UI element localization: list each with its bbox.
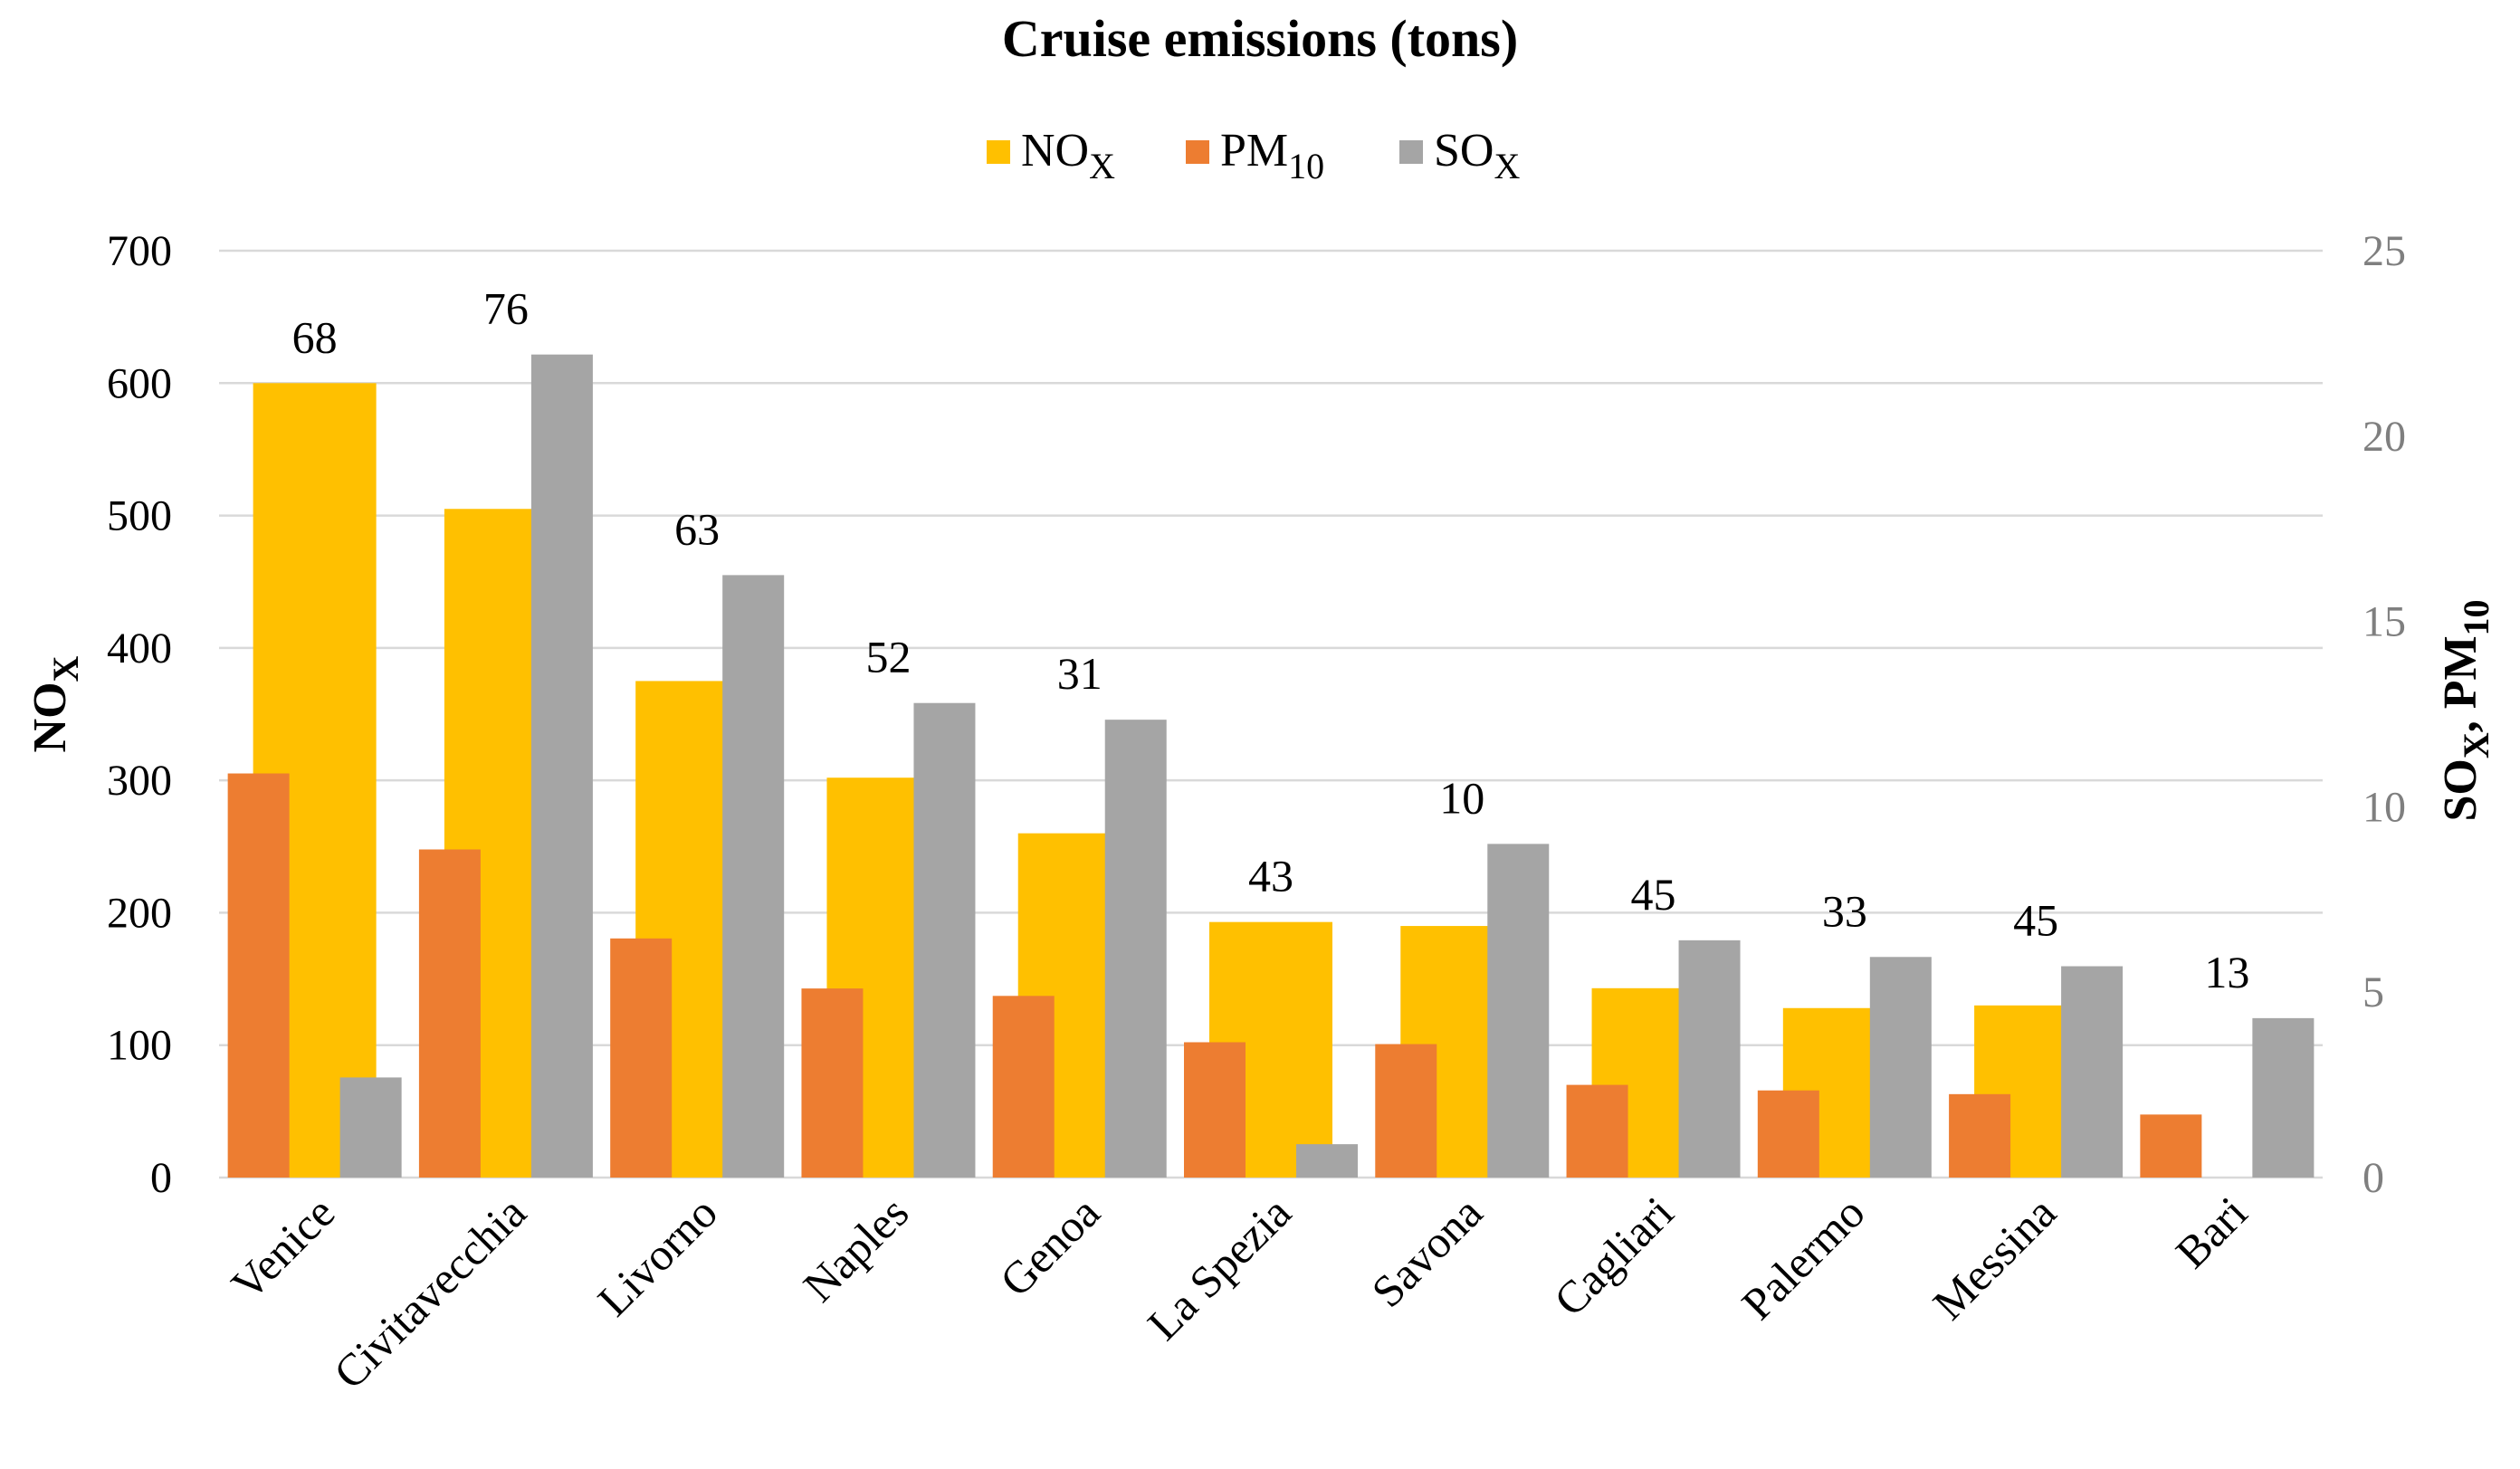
legend-item-nox[interactable]: NOX	[987, 125, 1115, 186]
category-label: Messina	[1923, 1187, 2065, 1329]
bar-data-label: 68	[292, 311, 338, 362]
bar-data-label: 45	[1631, 869, 1676, 920]
bar-sox[interactable]	[339, 1077, 402, 1178]
category-label: Venice	[222, 1187, 345, 1310]
bar-pm10[interactable]	[610, 938, 673, 1178]
y-right-tick-label: 25	[2362, 227, 2406, 275]
category-label: La Spezia	[1138, 1187, 1301, 1350]
y-left-tick-label: 0	[150, 1154, 172, 1202]
legend: NOX PM10 SOX	[987, 125, 1520, 186]
y-axis-left-ticks: 0 100 200 300 400 500 600 700	[107, 227, 172, 1202]
bar-sox[interactable]	[1869, 957, 1932, 1178]
y-left-tick-label: 200	[107, 889, 172, 937]
category-label: Livorno	[587, 1187, 727, 1326]
bar-pm10[interactable]	[1184, 1042, 1246, 1178]
bar-pm10[interactable]	[1566, 1084, 1628, 1178]
bar-pm10[interactable]	[227, 773, 290, 1178]
legend-item-pm10[interactable]: PM10	[1186, 125, 1324, 186]
y-left-tick-label: 100	[107, 1022, 172, 1070]
bar-sox[interactable]	[1487, 844, 1550, 1178]
bar-data-label: 63	[674, 503, 720, 554]
bar-pm10[interactable]	[1375, 1044, 1437, 1178]
bar-sox[interactable]	[1296, 1144, 1358, 1178]
bar-data-label: 43	[1248, 851, 1293, 901]
y-left-tick-label: 600	[107, 359, 172, 407]
legend-label-nox: NOX	[1021, 125, 1115, 186]
bar-sox[interactable]	[722, 575, 785, 1178]
y-right-tick-label: 15	[2362, 598, 2406, 646]
legend-label-sox: SOX	[1434, 125, 1520, 186]
bar-sox[interactable]	[530, 354, 593, 1178]
y-right-tick-label: 0	[2362, 1154, 2384, 1202]
y-axis-right-ticks: 0 5 10 15 20 25	[2362, 227, 2406, 1202]
bar-data-label: 10	[1439, 772, 1484, 823]
category-label: Palermo	[1732, 1187, 1874, 1329]
bar-data-label: 13	[2204, 947, 2249, 997]
bar-data-label: 52	[865, 632, 911, 682]
legend-label-pm10: PM10	[1220, 125, 1324, 186]
bar-sox[interactable]	[1678, 940, 1741, 1178]
y-left-tick-label: 400	[107, 625, 172, 672]
bar-pm10[interactable]	[1757, 1090, 1819, 1178]
category-label: Civitavecchia	[324, 1187, 536, 1398]
bar-sox[interactable]	[2061, 966, 2124, 1178]
bar-data-label: 31	[1057, 648, 1102, 699]
category-label: Bari	[2166, 1187, 2257, 1277]
category-label: Savona	[1361, 1187, 1492, 1317]
legend-swatch-pm10	[1186, 140, 1209, 164]
y-left-tick-label: 300	[107, 757, 172, 805]
category-label: Naples	[793, 1187, 918, 1312]
y-axis-right-title: SOX, PM10	[2435, 599, 2496, 821]
y-axis-left-title: NOX	[24, 655, 86, 752]
legend-swatch-nox	[987, 140, 1010, 164]
y-right-tick-label: 20	[2362, 413, 2406, 461]
bar-pm10[interactable]	[418, 849, 481, 1178]
bar-data-label: 76	[483, 283, 529, 334]
y-right-tick-label: 10	[2362, 783, 2406, 831]
category-label: Genoa	[990, 1187, 1110, 1306]
chart-title: Cruise emissions (tons)	[1002, 9, 1518, 68]
bar-pm10[interactable]	[801, 988, 864, 1178]
bar-pm10[interactable]	[992, 996, 1055, 1178]
bar-sox[interactable]	[1104, 720, 1167, 1178]
bars	[227, 354, 2315, 1178]
bar-labels: 68 76 63 52 31 43 10 45 33 45 13	[292, 283, 2250, 997]
legend-item-sox[interactable]: SOX	[1399, 125, 1520, 186]
category-label: Cagliari	[1544, 1187, 1683, 1325]
bar-pm10[interactable]	[2140, 1114, 2202, 1178]
bar-sox[interactable]	[2252, 1017, 2315, 1178]
y-right-tick-label: 5	[2362, 968, 2384, 1016]
legend-swatch-sox	[1399, 140, 1423, 164]
y-left-tick-label: 500	[107, 492, 172, 540]
bar-data-label: 33	[1822, 885, 1867, 936]
bar-pm10[interactable]	[1949, 1093, 2011, 1178]
y-left-tick-label: 700	[107, 227, 172, 275]
bar-sox[interactable]	[913, 702, 976, 1178]
bar-data-label: 45	[2013, 895, 2058, 946]
